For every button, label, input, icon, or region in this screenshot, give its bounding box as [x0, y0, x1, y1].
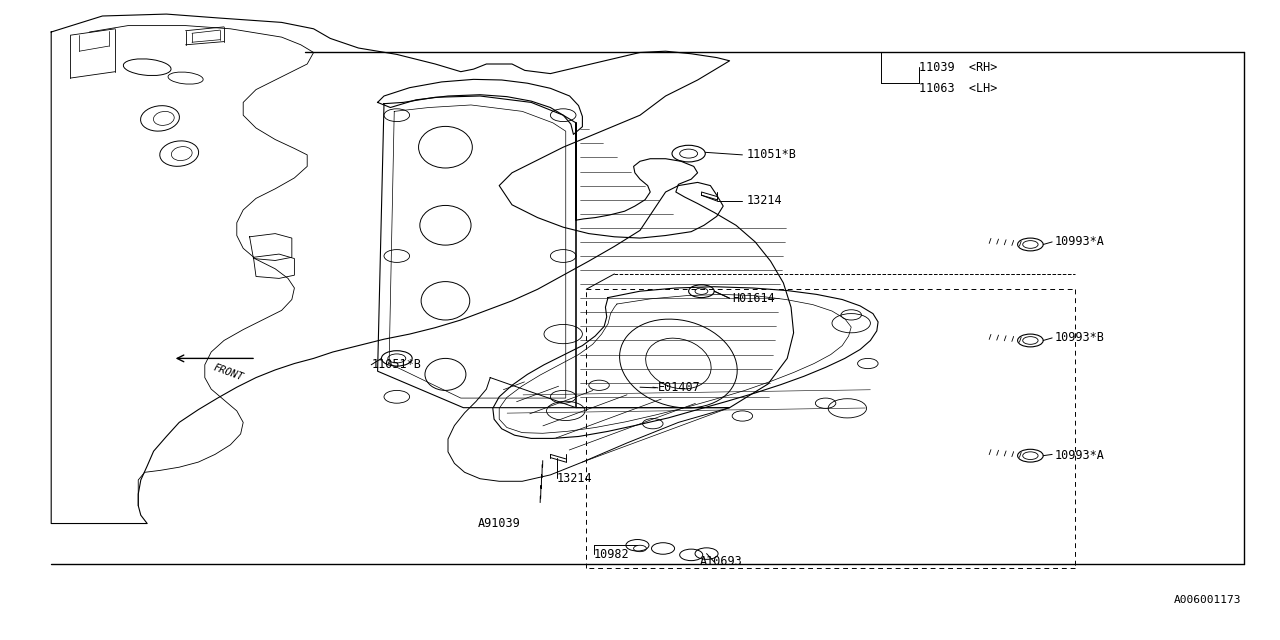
Text: A10693: A10693 — [700, 556, 742, 568]
Text: E01407: E01407 — [658, 381, 700, 394]
Text: 10982: 10982 — [594, 548, 630, 561]
Text: A91039: A91039 — [477, 517, 520, 530]
Text: H01614: H01614 — [732, 292, 774, 305]
Text: 11051*B: 11051*B — [746, 148, 796, 161]
Text: A006001173: A006001173 — [1174, 595, 1242, 605]
Text: 11063  <LH>: 11063 <LH> — [919, 82, 997, 95]
Text: 10993*B: 10993*B — [1055, 332, 1105, 344]
Text: FRONT: FRONT — [211, 362, 244, 383]
Text: 11051*B: 11051*B — [371, 358, 421, 371]
Text: 11039  <RH>: 11039 <RH> — [919, 61, 997, 74]
Text: 10993*A: 10993*A — [1055, 236, 1105, 248]
Text: 13214: 13214 — [746, 195, 782, 207]
Text: 13214: 13214 — [557, 472, 593, 484]
Text: 10993*A: 10993*A — [1055, 449, 1105, 462]
